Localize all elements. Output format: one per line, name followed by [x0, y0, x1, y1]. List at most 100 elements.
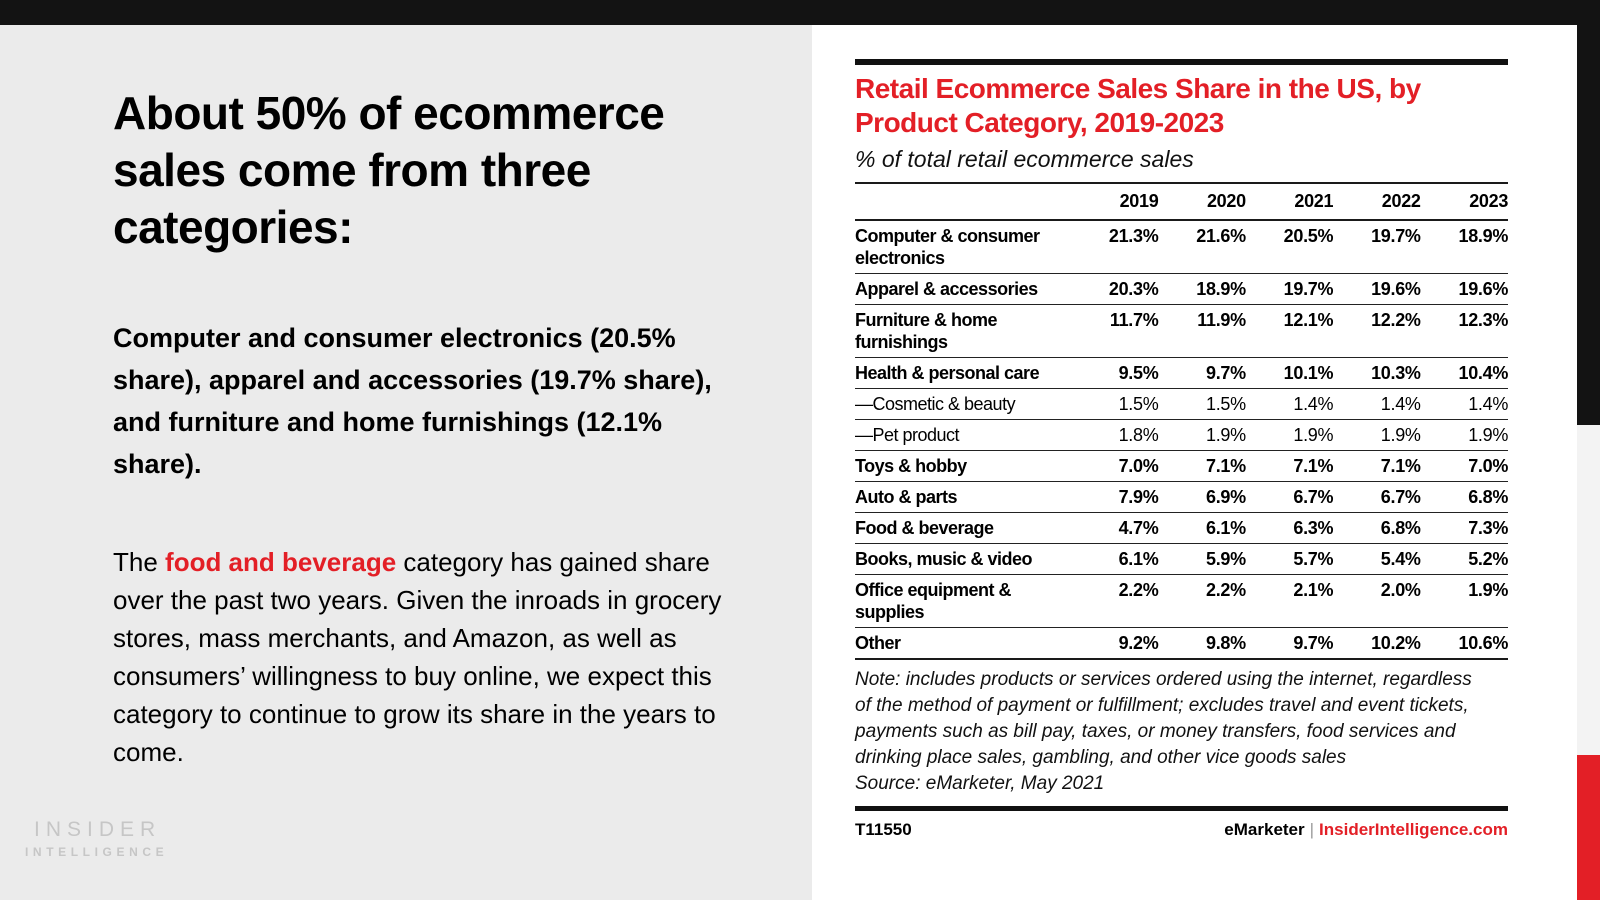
- row-value: 2.2%: [1205, 580, 1246, 600]
- row-value: 7.9%: [1118, 487, 1159, 507]
- table-header-row: 2019 2020 2021 2022 2023: [855, 184, 1508, 221]
- chart-title: Retail Ecommerce Sales Share in the US, …: [855, 73, 1421, 138]
- row-value: 1.5%: [1118, 394, 1159, 414]
- row-label: Toys & hobby: [855, 456, 967, 476]
- row-label: Other: [855, 633, 901, 653]
- chart-id: T11550: [855, 820, 912, 839]
- row-value: 9.5%: [1118, 363, 1159, 383]
- chart-source: Source: eMarketer, May 2021: [855, 773, 1105, 794]
- slide-paragraph: The food and beverage category has gaine…: [113, 543, 758, 771]
- row-value: 1.9%: [1468, 425, 1509, 445]
- row-value: 1.9%: [1380, 425, 1421, 445]
- row-value: 6.1%: [1118, 549, 1159, 569]
- row-value: 19.6%: [1458, 279, 1509, 299]
- chart-subtitle: % of total retail ecommerce sales: [855, 146, 1508, 184]
- row-label: Office equipment & supplies: [855, 580, 1012, 622]
- row-value: 21.6%: [1196, 226, 1246, 246]
- row-value: 10.2%: [1371, 633, 1421, 653]
- row-label: Computer & consumer electronics: [855, 226, 1040, 268]
- row-value: 6.3%: [1293, 518, 1334, 538]
- table-row: Food & beverage 4.7% 6.1% 6.3% 6.8% 7.3%: [855, 513, 1508, 544]
- table-row: Health & personal care 9.5% 9.7% 10.1% 1…: [855, 358, 1508, 389]
- table-row: Furniture & home furnishings 11.7% 11.9%…: [855, 305, 1508, 358]
- row-value: 6.8%: [1380, 518, 1421, 538]
- row-value: 6.7%: [1380, 487, 1421, 507]
- row-value: 19.7%: [1283, 279, 1334, 299]
- table-row: Toys & hobby 7.0% 7.1% 7.1% 7.1% 7.0%: [855, 451, 1508, 482]
- row-value: 21.3%: [1108, 226, 1159, 246]
- table-row: Auto & parts 7.9% 6.9% 6.7% 6.7% 6.8%: [855, 482, 1508, 513]
- footer-separator: |: [1309, 820, 1315, 839]
- row-value: 7.0%: [1118, 456, 1159, 476]
- row-value: 2.0%: [1380, 580, 1421, 600]
- row-value: 1.9%: [1293, 425, 1334, 445]
- row-value: 9.7%: [1293, 633, 1334, 653]
- row-value: 7.1%: [1205, 456, 1246, 476]
- row-label: Apparel & accessories: [855, 279, 1038, 299]
- row-value: 6.1%: [1205, 518, 1246, 538]
- row-label: Food & beverage: [855, 518, 994, 538]
- row-value: 5.7%: [1293, 549, 1334, 569]
- row-value: 7.3%: [1468, 518, 1509, 538]
- column-header-2020: 2020: [1206, 191, 1246, 211]
- table-row: Books, music & video 6.1% 5.9% 5.7% 5.4%…: [855, 544, 1508, 575]
- chart-footer-rule: [855, 806, 1508, 811]
- column-header-2023: 2023: [1469, 191, 1509, 211]
- emarketer-chart: Retail Ecommerce Sales Share in the US, …: [855, 59, 1508, 840]
- chart-card: Retail Ecommerce Sales Share in the US, …: [812, 25, 1577, 900]
- header-spacer: [855, 191, 1071, 212]
- row-value: 2.2%: [1118, 580, 1159, 600]
- row-value: 5.9%: [1205, 549, 1246, 569]
- row-value: 5.2%: [1468, 549, 1509, 569]
- top-black-bar: [0, 0, 1600, 25]
- row-label: —Cosmetic & beauty: [855, 394, 1016, 414]
- paragraph-text-post: category has gained share over the past …: [113, 547, 722, 767]
- row-value: 10.1%: [1283, 363, 1334, 383]
- row-value: 18.9%: [1458, 226, 1509, 246]
- row-label: Furniture & home furnishings: [855, 310, 998, 352]
- row-value: 9.8%: [1205, 633, 1246, 653]
- column-header-2021: 2021: [1294, 191, 1334, 211]
- row-value: 1.9%: [1468, 580, 1509, 600]
- row-value: 10.4%: [1458, 363, 1509, 383]
- paragraph-text-pre: The: [113, 547, 166, 577]
- row-label: Auto & parts: [855, 487, 958, 507]
- table-subrow: —Cosmetic & beauty 1.5% 1.5% 1.4% 1.4% 1…: [855, 389, 1508, 420]
- row-value: 11.9%: [1197, 310, 1246, 330]
- row-value: 20.5%: [1283, 226, 1334, 246]
- table-row: Office equipment & supplies 2.2% 2.2% 2.…: [855, 575, 1508, 628]
- table-row: Computer & consumer electronics 21.3% 21…: [855, 221, 1508, 274]
- row-value: 7.1%: [1380, 456, 1421, 476]
- row-value: 4.7%: [1118, 518, 1159, 538]
- table-subrow: —Pet product 1.8% 1.9% 1.9% 1.9% 1.9%: [855, 420, 1508, 451]
- row-value: 2.1%: [1293, 580, 1334, 600]
- row-value: 7.1%: [1293, 456, 1334, 476]
- emarketer-wordmark: eMarketer: [1224, 820, 1305, 839]
- column-header-2019: 2019: [1119, 191, 1159, 211]
- row-value: 12.1%: [1283, 310, 1334, 330]
- right-strip-gray: [1577, 425, 1600, 755]
- logo-word-insider: INSIDER: [34, 818, 162, 841]
- row-label: Books, music & video: [855, 549, 1033, 569]
- row-value: 6.9%: [1205, 487, 1246, 507]
- row-label: —Pet product: [855, 425, 960, 445]
- insider-intelligence-logo: INSIDER INTELLIGENCE: [25, 818, 168, 859]
- slide-paragraph-bold: Computer and consumer electronics (20.5%…: [113, 323, 712, 479]
- chart-top-rule: [855, 59, 1508, 65]
- row-value: 9.7%: [1205, 363, 1246, 383]
- row-value: 1.4%: [1468, 394, 1509, 414]
- highlight-food-and-beverage: food and beverage: [165, 547, 397, 577]
- row-value: 1.5%: [1205, 394, 1246, 414]
- row-value: 11.7%: [1109, 310, 1159, 330]
- insiderintelligence-link[interactable]: InsiderIntelligence.com: [1319, 820, 1508, 839]
- row-value: 20.3%: [1108, 279, 1159, 299]
- chart-footer: T11550 eMarketer | InsiderIntelligence.com: [855, 820, 1508, 840]
- row-value: 1.4%: [1293, 394, 1334, 414]
- row-value: 12.2%: [1371, 310, 1421, 330]
- chart-footer-brand-block: eMarketer | InsiderIntelligence.com: [1224, 820, 1508, 840]
- right-strip-black: [1577, 25, 1600, 425]
- row-value: 1.8%: [1118, 425, 1159, 445]
- column-header-2022: 2022: [1381, 191, 1421, 211]
- table-row: Apparel & accessories 20.3% 18.9% 19.7% …: [855, 274, 1508, 305]
- row-value: 9.2%: [1118, 633, 1159, 653]
